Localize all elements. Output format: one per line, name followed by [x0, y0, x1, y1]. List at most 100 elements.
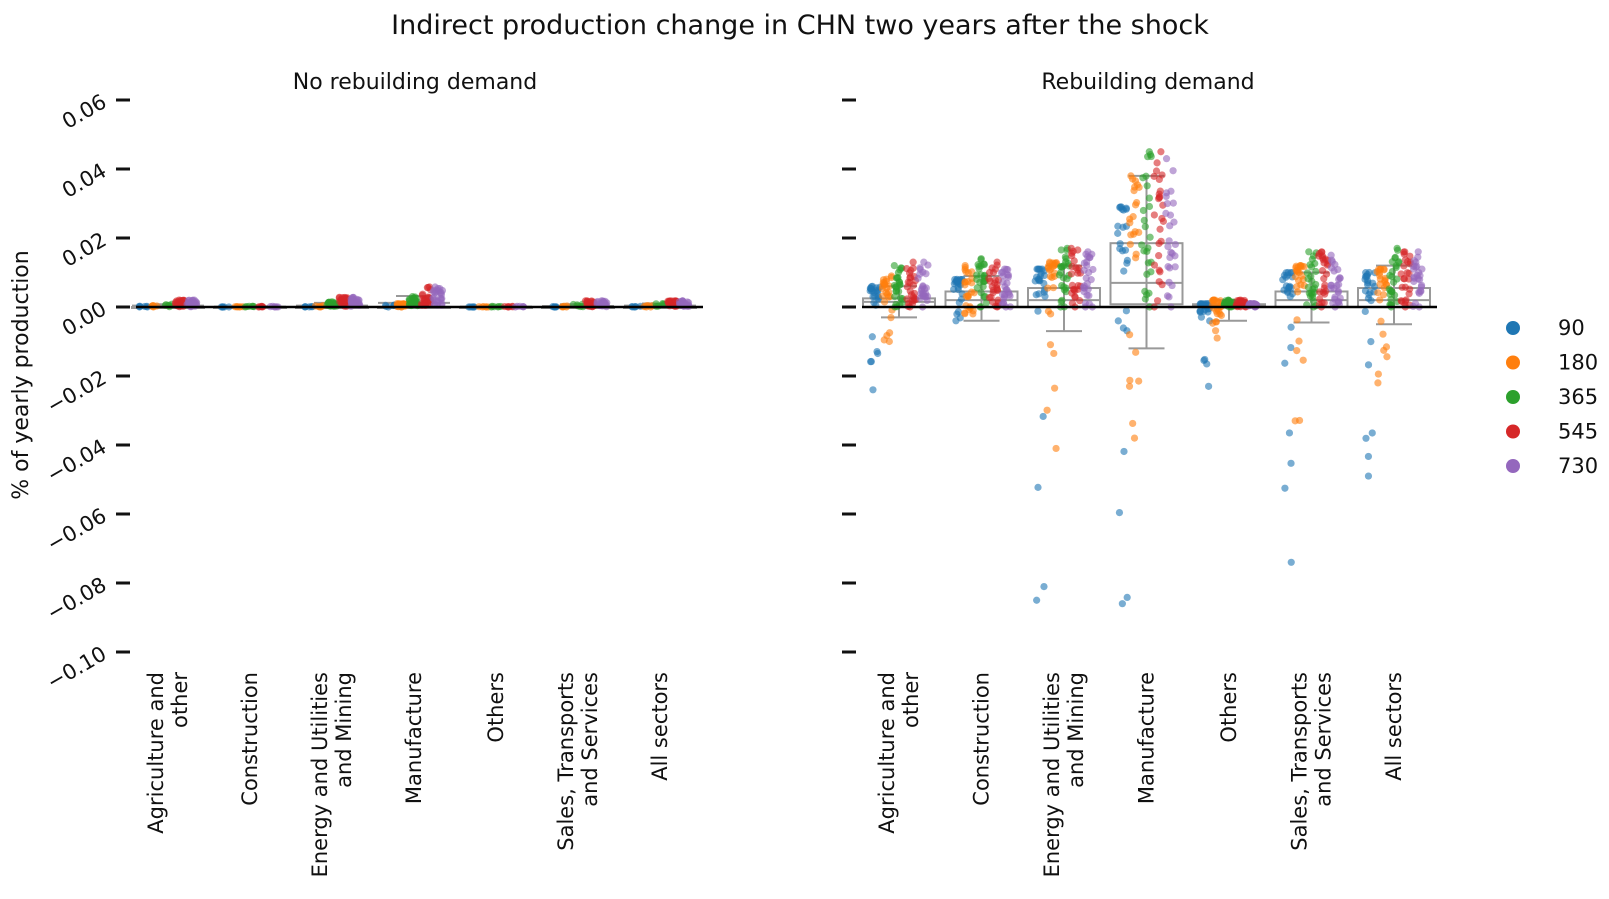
data-point: [1043, 406, 1051, 414]
data-point: [1047, 310, 1055, 318]
data-point: [1146, 151, 1155, 159]
data-point: [1169, 199, 1177, 207]
data-point: [896, 281, 904, 289]
y-tick-label: 0.02: [58, 228, 111, 272]
data-point: [1135, 377, 1143, 385]
data-point: [1002, 265, 1011, 273]
data-point: [870, 299, 878, 307]
data-point: [1320, 259, 1328, 267]
data-point: [1126, 331, 1134, 339]
data-point: [868, 333, 876, 341]
data-point: [887, 314, 895, 322]
data-point: [1165, 278, 1173, 286]
data-point: [903, 283, 912, 291]
data-point: [893, 274, 902, 282]
data-point: [883, 331, 891, 340]
data-point: [1406, 252, 1414, 260]
legend-marker: [1506, 355, 1520, 370]
data-point: [999, 278, 1007, 286]
data-point: [429, 288, 438, 296]
y-tick-label: −0.10: [43, 642, 111, 695]
legend-label: 365: [1558, 385, 1598, 409]
data-point: [1141, 223, 1149, 231]
data-point: [916, 265, 924, 273]
data-point: [1287, 323, 1295, 331]
data-point: [1114, 222, 1122, 230]
data-point: [1081, 300, 1090, 308]
data-point: [1211, 296, 1219, 304]
data-point: [922, 289, 930, 298]
y-tick-label: −0.06: [43, 504, 111, 557]
data-point: [1152, 167, 1161, 175]
data-point: [967, 288, 976, 296]
panel-rebuilding: Agriculture andother Construction Energy a…: [842, 98, 1437, 877]
legend-label: 730: [1558, 454, 1598, 478]
data-point: [1062, 258, 1070, 266]
data-point: [1308, 277, 1316, 285]
data-point: [1401, 283, 1409, 291]
data-point: [1138, 241, 1146, 249]
data-point: [1171, 263, 1179, 271]
y-axis-label: % of yearly production: [9, 250, 34, 499]
data-point: [1167, 187, 1175, 195]
data-point: [1335, 298, 1343, 306]
data-point: [909, 258, 917, 266]
data-point: [1139, 206, 1148, 215]
data-point: [1083, 291, 1091, 299]
plot-area: 0.06 0.04 0.02 0.00 −0.02 −0.04 −0.06 −0.08 −0.1…: [43, 90, 1437, 877]
data-point: [954, 308, 962, 316]
x-tick-label: Others: [484, 672, 508, 743]
data-point: [1414, 248, 1422, 256]
data-point: [1114, 317, 1122, 325]
data-point: [993, 286, 1001, 294]
legend-item-365: 365: [1506, 385, 1598, 409]
data-point: [1035, 290, 1043, 298]
data-point: [1368, 429, 1376, 437]
x-tick-label: Manufacture: [1135, 672, 1159, 804]
panel-no-rebuilding: 0.06 0.04 0.02 0.00 −0.02 −0.04 −0.06 −0.08 −0.1…: [43, 90, 703, 877]
data-point: [1139, 174, 1147, 182]
data-point: [1153, 297, 1162, 305]
data-point: [1333, 282, 1341, 290]
data-point: [1150, 172, 1158, 180]
data-point: [1050, 349, 1058, 358]
data-point: [975, 262, 983, 271]
data-point: [1071, 287, 1079, 295]
data-point: [1383, 353, 1391, 361]
data-point: [1287, 558, 1295, 566]
data-point: [1143, 291, 1151, 299]
data-point: [1155, 252, 1163, 260]
data-point: [1296, 263, 1305, 271]
data-point: [1153, 159, 1161, 167]
data-point: [1060, 283, 1068, 291]
data-point: [1169, 167, 1177, 175]
legend-marker: [1506, 424, 1520, 439]
data-point: [1327, 264, 1336, 272]
data-point: [952, 278, 960, 286]
data-point: [1158, 214, 1166, 223]
data-point: [1116, 240, 1124, 248]
data-point: [1165, 237, 1173, 245]
legend-label: 90: [1558, 316, 1585, 340]
data-point: [1123, 593, 1131, 601]
data-point: [1200, 356, 1208, 365]
data-point: [1312, 267, 1320, 276]
data-point: [910, 289, 919, 298]
data-point: [1126, 240, 1134, 248]
data-point: [1118, 600, 1126, 608]
data-point: [184, 299, 192, 307]
data-point: [922, 270, 930, 278]
data-point: [962, 268, 970, 276]
data-point: [1376, 296, 1384, 304]
x-tick-label: Construction: [238, 672, 262, 806]
data-point: [1299, 356, 1307, 364]
data-point: [985, 268, 994, 277]
data-point: [1388, 273, 1396, 281]
data-point: [956, 314, 964, 322]
data-point: [1387, 295, 1395, 304]
legend-label: 545: [1558, 420, 1598, 444]
data-point: [1133, 181, 1142, 189]
data-point: [1217, 311, 1226, 320]
data-point: [890, 262, 898, 270]
x-tick-label: Others: [1217, 672, 1241, 743]
